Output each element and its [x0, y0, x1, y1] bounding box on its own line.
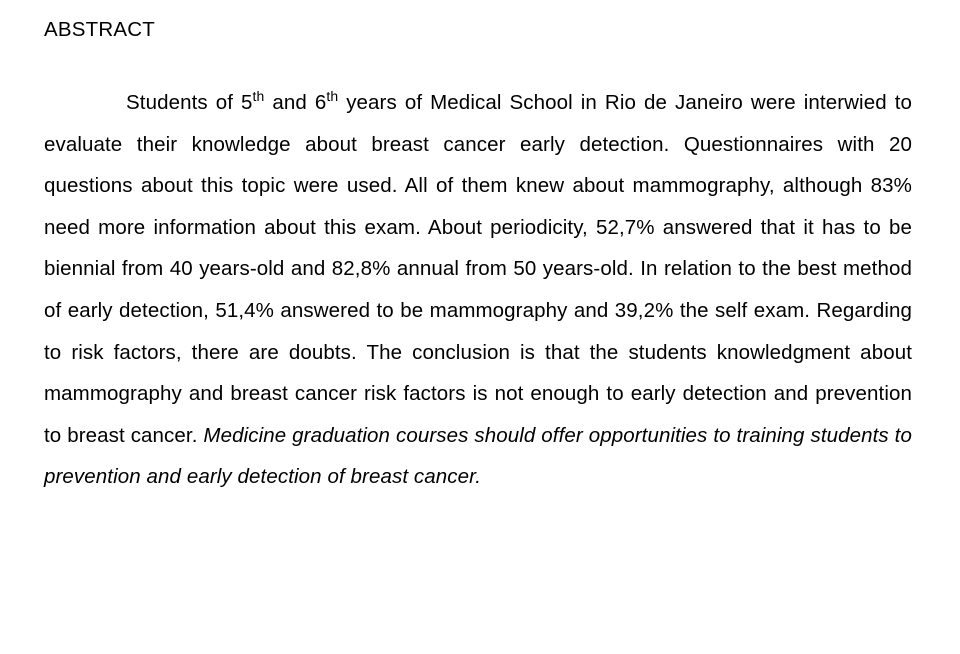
ordinal-sup-1: th	[253, 88, 265, 104]
document-page: ABSTRACT Students of 5th and 6th years o…	[0, 0, 960, 654]
text-run-2: years of Medical School in Rio de Janeir…	[44, 91, 912, 447]
text-run-0: Students of 5	[126, 91, 253, 114]
abstract-heading: ABSTRACT	[44, 18, 912, 42]
abstract-body: Students of 5th and 6th years of Medical…	[44, 82, 912, 498]
text-run-1: and 6	[264, 91, 326, 114]
ordinal-sup-2: th	[326, 88, 338, 104]
